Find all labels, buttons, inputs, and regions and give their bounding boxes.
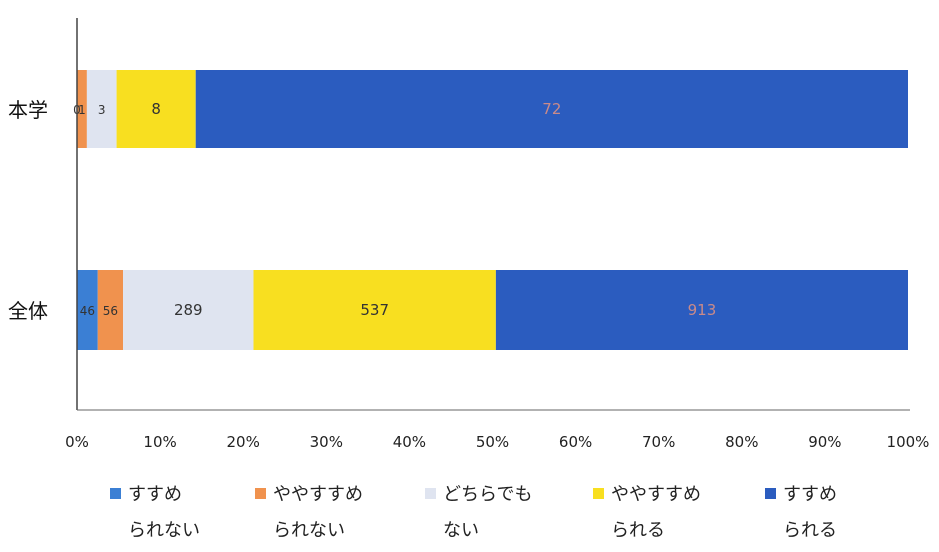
category-label: 本学 <box>8 98 48 122</box>
x-tick-label: 100% <box>887 433 930 451</box>
x-tick-label: 70% <box>642 433 675 451</box>
legend-swatch <box>425 488 436 499</box>
legend-label-line2: られる <box>783 520 837 541</box>
legend-label-line1: すすめ <box>783 484 837 505</box>
x-tick-label: 80% <box>725 433 758 451</box>
bar-segment <box>77 70 87 148</box>
category-label: 全体 <box>8 299 48 323</box>
legend-label-line1: すすめ <box>128 484 182 505</box>
x-tick-label: 50% <box>476 433 509 451</box>
data-label: 289 <box>174 301 203 319</box>
bar-segment <box>253 270 496 350</box>
x-tick-label: 40% <box>393 433 426 451</box>
bars-layer <box>77 70 908 350</box>
data-label: 913 <box>688 301 717 319</box>
legend-label-line1: ややすすめ <box>611 484 701 505</box>
x-tick-label: 20% <box>227 433 260 451</box>
x-tick-label: 30% <box>310 433 343 451</box>
bar-segment <box>495 270 908 350</box>
legend-label-line2: られる <box>611 520 665 541</box>
bar-segment <box>116 70 196 148</box>
bar-segment <box>123 270 254 350</box>
x-tick-label: 90% <box>808 433 841 451</box>
legend-label-line2: られない <box>128 520 200 541</box>
legend-label-line2: られない <box>273 520 345 541</box>
data-label: 56 <box>103 304 118 318</box>
data-label: 8 <box>151 100 161 118</box>
x-tick-label: 10% <box>143 433 176 451</box>
legend-label-line1: どちらでも <box>443 484 532 505</box>
x-tick-label: 60% <box>559 433 592 451</box>
bar-segment <box>77 270 98 350</box>
legend-swatch <box>110 488 121 499</box>
bar-segment <box>86 70 117 148</box>
legend-label-line2: ない <box>443 520 479 541</box>
data-label: 1 <box>78 103 86 117</box>
legend-label-line1: ややすすめ <box>273 484 363 505</box>
bar-segment <box>97 270 124 350</box>
data-label: 3 <box>98 103 106 117</box>
legend-swatch <box>593 488 604 499</box>
legend-swatch <box>255 488 266 499</box>
legend-swatch <box>765 488 776 499</box>
x-tick-label: 0% <box>65 433 89 451</box>
data-label: 72 <box>542 100 561 118</box>
data-label: 537 <box>360 301 389 319</box>
data-label: 46 <box>80 304 95 318</box>
bar-segment <box>195 70 908 148</box>
